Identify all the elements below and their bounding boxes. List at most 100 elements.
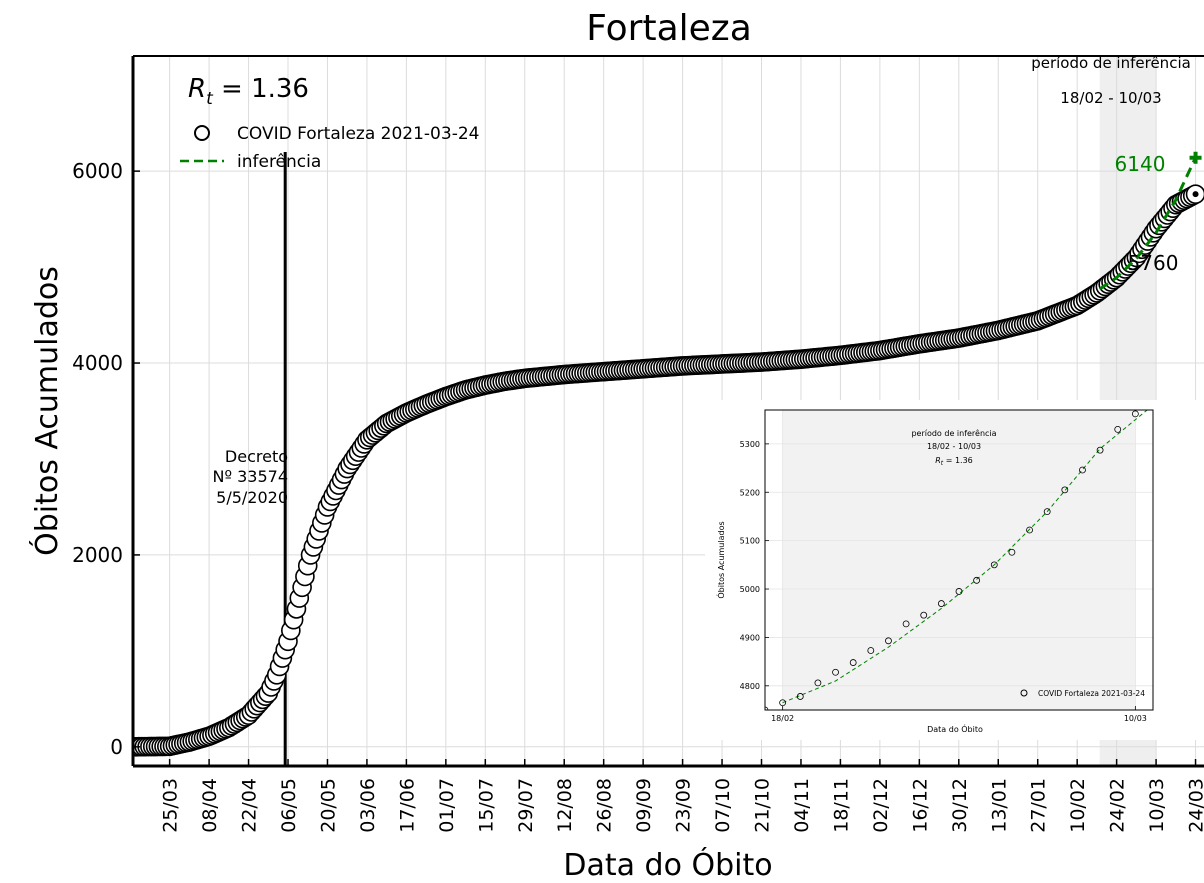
inset-rt-label: Rt = 1.36 <box>935 456 973 467</box>
inset-data-point <box>937 600 945 607</box>
inset-observed-points <box>765 410 1139 710</box>
x-tick-label: 15/07 <box>475 778 497 833</box>
x-tick-label: 25/03 <box>160 778 182 833</box>
inset-period-shade <box>782 410 1136 710</box>
inset-y-tick-label: 5100 <box>740 537 760 546</box>
inference-period-range: 18/02 - 10/03 <box>1060 89 1161 107</box>
x-tick-label: 22/04 <box>239 778 261 833</box>
x-tick-label: 10/02 <box>1067 778 1089 833</box>
inset-period-title: período de inferência <box>911 428 996 438</box>
inset-data-point <box>1096 446 1104 454</box>
inset-x-axis-label: Data do Óbito <box>927 723 983 734</box>
x-axis-label: Data do Óbito <box>563 846 772 883</box>
inset-y-tick-label: 5200 <box>740 488 760 497</box>
x-tick-label: 03/06 <box>357 778 379 833</box>
inset-data-point <box>1061 486 1069 494</box>
x-tick-label: 13/01 <box>988 778 1010 833</box>
inset-grid <box>765 410 1153 710</box>
rt-subscript: t <box>206 89 214 109</box>
x-tick-label: 08/04 <box>199 778 221 833</box>
y-ticks: 0 2000 4000 6000 <box>72 159 140 759</box>
inset-x-tick-label: 10/03 <box>1124 714 1147 723</box>
inset-legend-circle-marker <box>1020 689 1028 697</box>
rt-number: = 1.36 <box>213 74 309 104</box>
inset-data-point <box>832 668 839 676</box>
inset-data-point <box>1131 410 1139 418</box>
inset-data-point <box>796 693 804 700</box>
legend-inference-label: inferência <box>237 152 321 172</box>
inset-data-point <box>779 699 787 707</box>
inset-data-point <box>1008 548 1016 556</box>
last-point-dot <box>1192 191 1199 198</box>
x-tick-label: 30/12 <box>949 778 971 833</box>
inset-rt-symbol: R <box>935 456 941 465</box>
inset-y-tick-label: 5300 <box>740 440 760 449</box>
decree-line-3: 5/5/2020 <box>216 488 288 507</box>
inset-legend: COVID Fortaleza 2021-03-24 <box>1020 689 1145 698</box>
inset-data-point <box>973 576 981 584</box>
inset-inference-line <box>782 410 1148 704</box>
decree-line-1: Decreto <box>225 447 288 466</box>
x-tick-label: 16/12 <box>909 778 931 833</box>
inference-line <box>1098 157 1197 291</box>
rt-symbol: R <box>188 74 206 104</box>
inset-data-point <box>1043 508 1051 516</box>
chart-title: Fortaleza <box>586 8 752 49</box>
legend-circle-marker <box>194 125 210 141</box>
x-tick-label: 02/12 <box>870 778 892 833</box>
x-tick-label: 20/05 <box>317 778 339 833</box>
inset-data-point <box>1079 466 1086 474</box>
inset-x-tick-label: 18/02 <box>771 714 794 723</box>
predicted-end-marker <box>1189 151 1202 164</box>
x-tick-label: 27/01 <box>1028 778 1050 833</box>
x-tick-label: 01/07 <box>436 778 458 833</box>
inference-period-title: período de inferência <box>1031 54 1191 72</box>
predicted-value-label: 6140 <box>1115 152 1166 176</box>
x-tick-label: 07/10 <box>712 778 734 833</box>
inset-y-tick-label: 5000 <box>740 585 760 594</box>
x-ticks: 25/03 08/04 22/04 06/05 20/05 03/06 17/06 01/07… <box>160 759 1204 833</box>
x-tick-label: 17/06 <box>396 778 418 833</box>
inset-plot: 18/02 10/03 4800 4900 5000 5100 5200 5300 Data… <box>705 400 1204 740</box>
inset-data-point <box>920 611 928 619</box>
x-tick-label: 06/05 <box>278 778 300 833</box>
inset-rt-subscript: t <box>941 460 944 467</box>
inset-data-point <box>867 647 875 654</box>
rt-value-label: Rt = 1.36 <box>188 74 309 109</box>
inset-period-band <box>782 410 1136 710</box>
legend: COVID Fortaleza 2021-03-24 inferência <box>180 124 479 172</box>
decree-line-2: Nº 33574 <box>213 467 289 486</box>
x-tick-label: 21/10 <box>752 778 774 833</box>
inset-y-ticks: 4800 4900 5000 5100 5200 5300 <box>740 440 769 691</box>
inset-y-axis-label: Óbitos Acumulados <box>715 521 726 598</box>
inset-data-point <box>849 659 857 666</box>
inset-frame <box>764 409 1154 711</box>
inset-x-ticks: 18/02 10/03 <box>771 706 1147 723</box>
x-tick-label: 24/02 <box>1107 778 1129 833</box>
inset-y-tick-label: 4900 <box>740 633 760 642</box>
x-tick-label: 18/11 <box>830 778 852 833</box>
y-tick-label: 0 <box>110 735 123 759</box>
decree-label: Decreto Nº 33574 5/5/2020 <box>213 447 289 507</box>
inset-data-point <box>955 588 963 595</box>
observed-value-label: 5760 <box>1128 251 1179 275</box>
inset-legend-label: COVID Fortaleza 2021-03-24 <box>1038 689 1145 698</box>
y-tick-label: 2000 <box>72 543 123 567</box>
y-tick-label: 6000 <box>72 159 123 183</box>
x-tick-label: 29/07 <box>515 778 537 833</box>
inset-data-point <box>1114 425 1122 433</box>
y-axis-label: Óbitos Acumulados <box>28 266 65 556</box>
inset-data-point <box>1026 526 1033 534</box>
x-tick-label: 10/03 <box>1146 778 1168 833</box>
inset-rt-number: = 1.36 <box>943 456 973 465</box>
legend-observed-label: COVID Fortaleza 2021-03-24 <box>237 124 479 144</box>
inset-period-range: 18/02 - 10/03 <box>927 442 981 451</box>
x-tick-label: 26/08 <box>594 778 616 833</box>
inset-data-point <box>902 620 910 628</box>
inset-data-point <box>814 679 822 687</box>
x-tick-label: 12/08 <box>554 778 576 833</box>
x-tick-label: 24/03 <box>1186 778 1204 833</box>
inset-y-tick-label: 4800 <box>740 682 760 691</box>
x-tick-label: 23/09 <box>673 778 695 833</box>
